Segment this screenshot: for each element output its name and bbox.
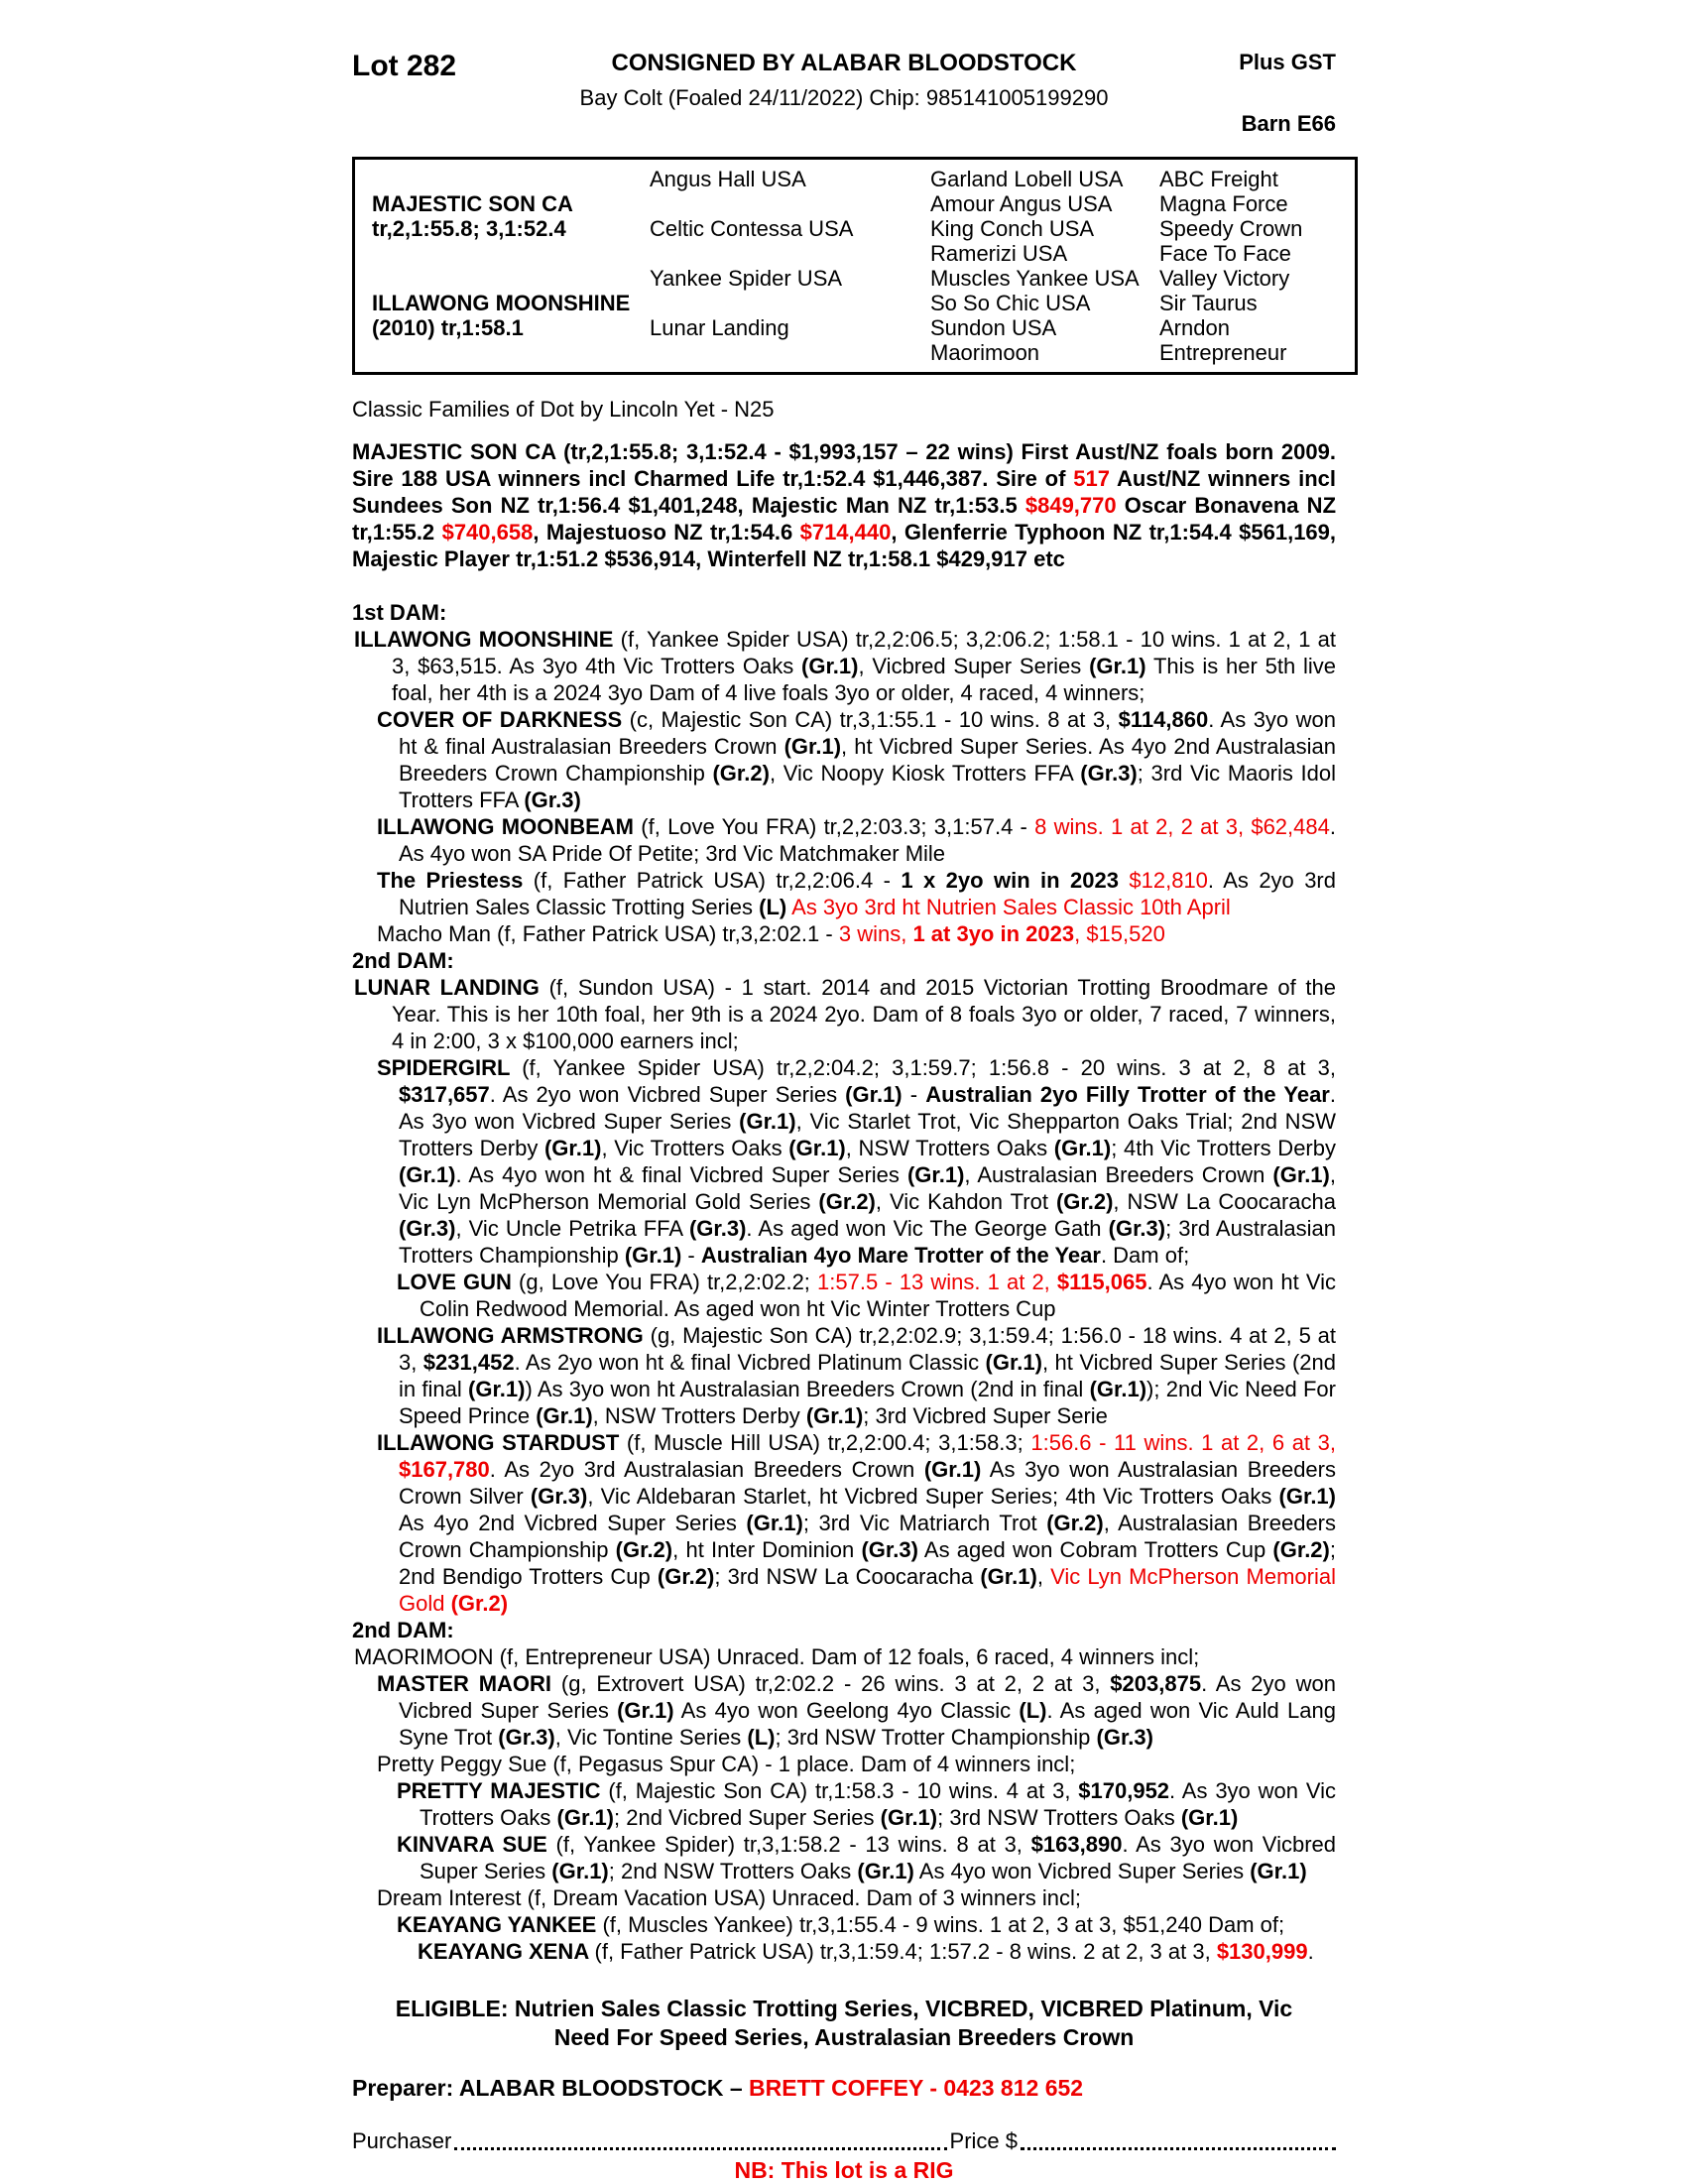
consignor-title: CONSIGNED BY ALABAR BLOODSTOCK — [611, 50, 1077, 76]
pedigree-cell: Maorimoon — [930, 340, 1040, 365]
pedigree-cell: Entrepreneur — [1159, 340, 1287, 365]
pedigree-paragraph: ILLAWONG STARDUST (f, Muscle Hill USA) t… — [377, 1430, 1337, 1616]
pedigree-paragraph: KEAYANG YANKEE (f, Muscles Yankee) tr,3,… — [397, 1912, 1285, 1937]
page-header: Lot 282 CONSIGNED BY ALABAR BLOODSTOCK B… — [352, 50, 1336, 137]
eligible-block: ELIGIBLE: Nutrien Sales Classic Trotting… — [352, 1995, 1336, 2052]
eligible-line: ELIGIBLE: Nutrien Sales Classic Trotting… — [395, 1996, 1293, 2021]
preparer-line: Preparer: ALABAR BLOODSTOCK – BRETT COFF… — [352, 2075, 1336, 2102]
pedigree-paragraph: LUNAR LANDING (f, Sundon USA) - 1 start.… — [354, 975, 1337, 1053]
purchaser-line: Purchaser Price $ — [352, 2128, 1336, 2154]
pedigree-cell: Face To Face — [1159, 241, 1291, 266]
pedigree-paragraph: MAORIMOON (f, Entrepreneur USA) Unraced.… — [354, 1644, 1200, 1669]
pedigree-cell: King Conch USA — [930, 216, 1095, 241]
header-center: CONSIGNED BY ALABAR BLOODSTOCK Bay Colt … — [483, 50, 1205, 111]
pedigree-paragraph: 1st DAM: — [352, 600, 447, 625]
pedigree-paragraph: LOVE GUN (g, Love You FRA) tr,2,2:02.2; … — [397, 1270, 1336, 1321]
pedigree-paragraph: ILLAWONG MOONBEAM (f, Love You FRA) tr,2… — [377, 814, 1336, 866]
pedigree-cell: So So Chic USA — [930, 291, 1091, 315]
pedigree-cell: (2010) tr,1:58.1 — [372, 315, 524, 340]
pedigree-paragraph: The Priestess (f, Father Patrick USA) tr… — [377, 868, 1336, 919]
pedigree-cell: Valley Victory — [1159, 266, 1290, 291]
purchaser-label: Purchaser — [352, 2128, 452, 2153]
pedigree-cell: tr,2,1:55.8; 3,1:52.4 — [372, 216, 566, 241]
pedigree-cell: Speedy Crown — [1159, 216, 1303, 241]
price-label: Price $ — [949, 2128, 1018, 2153]
pedigree-table: Angus Hall USA Garland Lobell USA ABC Frei… — [352, 157, 1358, 375]
pedigree-paragraph: Macho Man (f, Father Patrick USA) tr,3,2… — [377, 921, 1165, 946]
nb-rig-notice: NB: This lot is a RIG — [734, 2157, 954, 2183]
pedigree-cell: ABC Freight — [1159, 167, 1278, 191]
pedigree-paragraph: ILLAWONG MOONSHINE (f, Yankee Spider USA… — [354, 627, 1337, 705]
pedigree-paragraph: Dream Interest (f, Dream Vacation USA) U… — [377, 1885, 1081, 1910]
pedigree-cell: Celtic Contessa USA — [650, 216, 854, 241]
pedigree-paragraph: 2nd DAM: — [352, 948, 454, 973]
pedigree-cell: MAJESTIC SON CA — [372, 191, 573, 216]
purchaser-fill-line — [454, 2146, 947, 2150]
plus-gst-label: Plus GST — [1239, 50, 1336, 74]
pedigree-cell: Sir Taurus — [1159, 291, 1258, 315]
pedigree-paragraph: KINVARA SUE (f, Yankee Spider) tr,3,1:58… — [397, 1832, 1336, 1883]
pedigree-paragraph: MAJESTIC SON CA (tr,2,1:55.8; 3,1:52.4 -… — [352, 439, 1337, 571]
pedigree-cell: Lunar Landing — [650, 315, 789, 340]
pedigree-cell: ILLAWONG MOONSHINE — [372, 291, 631, 315]
pedigree-cell: Magna Force — [1159, 191, 1288, 216]
barn-number: Barn E66 — [1241, 111, 1336, 136]
horse-description: Bay Colt (Foaled 24/11/2022) Chip: 98514… — [579, 85, 1109, 110]
pedigree-paragraph: KEAYANG XENA (f, Father Patrick USA) tr,… — [418, 1939, 1314, 1964]
header-right: Plus GST Barn E66 — [1205, 50, 1336, 137]
pedigree-cell: Ramerizi USA — [930, 241, 1068, 266]
pedigree-paragraph: COVER OF DARKNESS (c, Majestic Son CA) t… — [377, 707, 1336, 812]
pedigree-text: MAJESTIC SON CA (tr,2,1:55.8; 3,1:52.4 -… — [352, 438, 1336, 1965]
pedigree-paragraph: ILLAWONG ARMSTRONG (g, Majestic Son CA) … — [377, 1323, 1336, 1428]
pedigree-cell: Sundon USA — [930, 315, 1057, 340]
pedigree-paragraph: MASTER MAORI (g, Extrovert USA) tr,2:02.… — [377, 1671, 1336, 1750]
pedigree-paragraph: 2nd DAM: — [352, 1618, 454, 1642]
eligible-line: Need For Speed Series, Australasian Bree… — [553, 2024, 1135, 2050]
pedigree-paragraph: SPIDERGIRL (f, Yankee Spider USA) tr,2,2… — [377, 1055, 1337, 1268]
pedigree-paragraph: Pretty Peggy Sue (f, Pegasus Spur CA) - … — [377, 1752, 1076, 1776]
preparer-contact: BRETT COFFEY - 0423 812 652 — [749, 2075, 1084, 2101]
pedigree-cell: Yankee Spider USA — [650, 266, 843, 291]
pedigree-paragraph: PRETTY MAJESTIC (f, Majestic Son CA) tr,… — [397, 1778, 1337, 1830]
lot-number: Lot 282 — [352, 50, 457, 82]
pedigree-cell: Arndon — [1159, 315, 1230, 340]
pedigree-cell: Muscles Yankee USA — [930, 266, 1140, 291]
price-fill-line — [1021, 2146, 1336, 2150]
pedigree-cell: Angus Hall USA — [650, 167, 806, 191]
preparer-label: Preparer: ALABAR BLOODSTOCK – — [352, 2075, 750, 2101]
family-line: Classic Families of Dot by Lincoln Yet -… — [352, 397, 775, 422]
pedigree-cell: Garland Lobell USA — [930, 167, 1124, 191]
pedigree-cell: Amour Angus USA — [930, 191, 1113, 216]
